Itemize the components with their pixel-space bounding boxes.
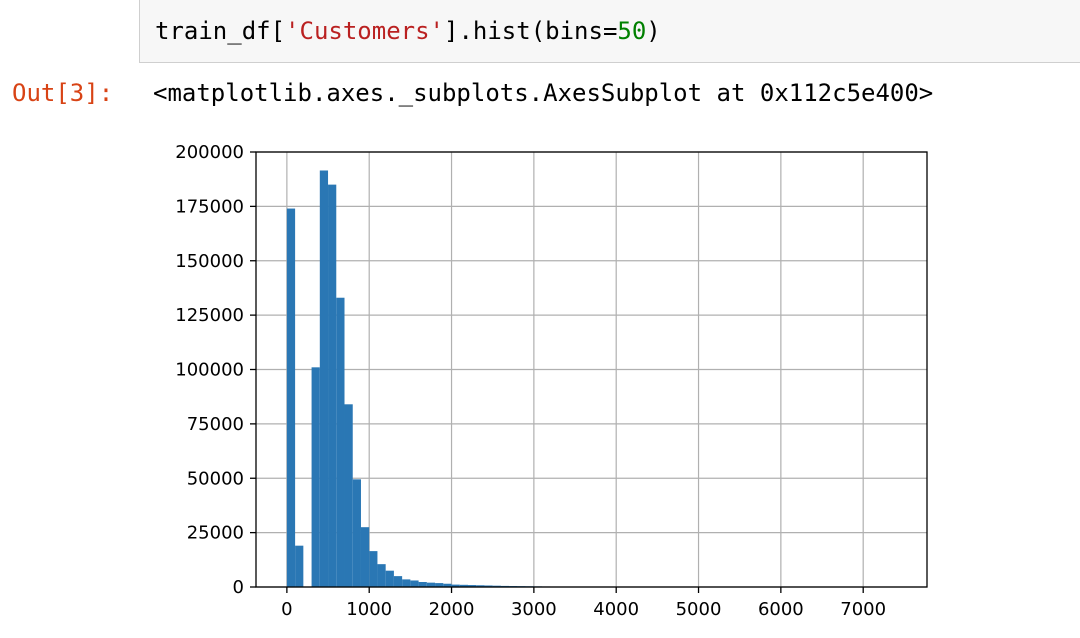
histogram-bar [311, 367, 320, 587]
x-tick-label: 2000 [429, 599, 475, 620]
x-tick-label: 1000 [346, 599, 392, 620]
x-tick-label: 4000 [593, 599, 639, 620]
histogram-bar [295, 545, 304, 587]
y-tick-label: 75000 [187, 414, 244, 435]
code-suffix: ) [646, 17, 661, 45]
code-prefix: train_df[ [155, 17, 286, 45]
histogram-bar [385, 570, 394, 587]
y-tick-label: 0 [233, 577, 244, 598]
histogram-bar [459, 584, 469, 587]
histogram-bar [336, 297, 345, 587]
axis-layer: 0 1000 2000 3000 4000 5000 6000 7000 0 25000 50000… [175, 142, 928, 620]
histogram-bar [435, 583, 444, 587]
histogram-bar [360, 527, 370, 587]
histogram-bar [328, 184, 337, 587]
y-tick-label: 200000 [175, 142, 244, 163]
histogram-bar [468, 585, 477, 587]
y-tick-label: 100000 [175, 360, 244, 381]
x-tick-label: 5000 [676, 599, 722, 620]
histogram-bar [369, 551, 378, 587]
output-text: <matplotlib.axes._subplots.AxesSubplot a… [153, 79, 934, 107]
output-prompt: Out[3]: [12, 79, 114, 107]
code-middle: ].hist(bins= [444, 17, 618, 45]
histogram-bar [476, 585, 485, 587]
histogram-bar [319, 170, 329, 588]
histogram-bar [451, 584, 460, 587]
code-string-token: 'Customers' [285, 17, 444, 45]
histogram-bar [352, 479, 361, 587]
code-line: train_df['Customers'].hist(bins=50) [155, 14, 661, 48]
histogram-bar [393, 576, 403, 587]
y-tick-label: 25000 [187, 523, 244, 544]
y-tick-label: 150000 [175, 251, 244, 272]
y-tick-label: 175000 [175, 196, 244, 217]
histogram-bar [426, 582, 436, 587]
histogram-bar [377, 564, 386, 587]
histogram-bar [443, 583, 452, 587]
x-tick-label: 0 [281, 599, 292, 620]
code-number-token: 50 [617, 17, 647, 45]
x-tick-label: 6000 [758, 599, 804, 620]
histogram-bar [344, 404, 353, 587]
histogram-bar [402, 579, 411, 587]
histogram-bar [484, 585, 493, 587]
y-tick-label: 125000 [175, 305, 244, 326]
y-tick-label: 50000 [187, 468, 244, 489]
histogram-bar [492, 585, 501, 587]
x-tick-label: 3000 [511, 599, 557, 620]
histogram-bar [418, 581, 427, 587]
histogram-bar [410, 580, 419, 587]
bar-layer [286, 170, 897, 588]
x-tick-label: 7000 [840, 599, 886, 620]
code-input-cell[interactable]: train_df['Customers'].hist(bins=50) [139, 0, 1080, 63]
histogram-bar [286, 208, 296, 588]
